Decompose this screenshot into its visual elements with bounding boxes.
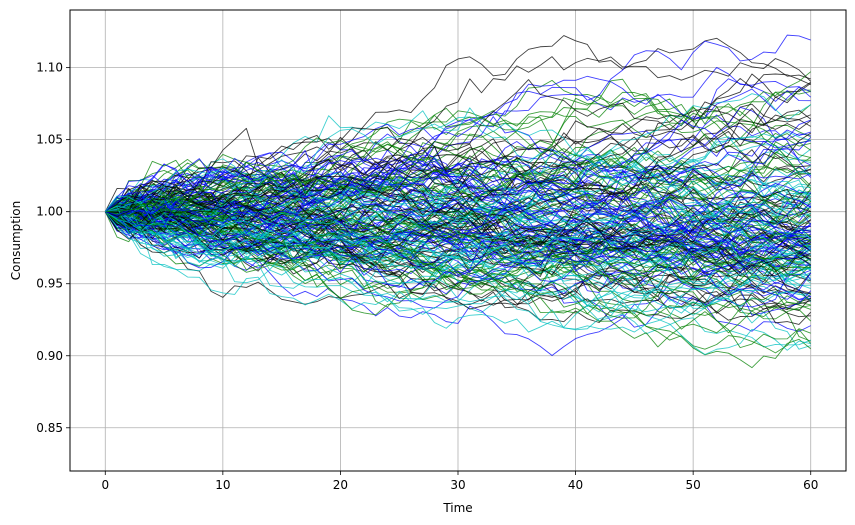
y-tick-label: 1.05 xyxy=(36,133,63,147)
y-axis-ticks: 0.85 0.90 0.95 1.00 1.05 1.10 xyxy=(36,61,70,435)
consumption-path xyxy=(105,189,811,263)
consumption-path xyxy=(104,193,811,296)
y-tick-label: 0.90 xyxy=(36,349,63,363)
consumption-path xyxy=(105,210,811,316)
consumption-path xyxy=(104,107,811,212)
consumption-path xyxy=(104,211,811,316)
consumption-path xyxy=(104,211,811,313)
consumption-path xyxy=(105,97,811,213)
consumption-path xyxy=(105,163,812,226)
consumption-path xyxy=(105,132,811,217)
consumption-path xyxy=(104,211,811,333)
x-axis-label: Time xyxy=(442,501,472,515)
x-axis-ticks: 0 10 20 30 40 50 60 xyxy=(101,471,818,492)
consumption-path xyxy=(105,181,812,256)
consumption-path xyxy=(105,119,811,213)
consumption-path xyxy=(105,207,812,268)
consumption-path xyxy=(105,163,811,253)
consumption-path xyxy=(105,185,811,260)
consumption-path xyxy=(105,179,812,269)
consumption-path xyxy=(105,81,811,240)
consumption-path xyxy=(105,199,811,309)
consumption-path xyxy=(105,107,811,232)
consumption-path xyxy=(105,190,812,256)
y-tick-label: 0.85 xyxy=(36,421,63,435)
consumption-path xyxy=(105,110,812,224)
consumption-path xyxy=(105,194,811,319)
consumption-path xyxy=(105,175,811,308)
consumption-path xyxy=(105,200,811,314)
consumption-path xyxy=(104,211,811,280)
consumption-path xyxy=(105,56,812,216)
consumption-path xyxy=(105,210,811,303)
consumption-path xyxy=(105,202,811,282)
consumption-path xyxy=(105,183,811,250)
x-tick-label: 40 xyxy=(568,478,583,492)
consumption-path xyxy=(104,177,811,275)
consumption-path xyxy=(104,66,811,235)
consumption-path xyxy=(105,198,811,277)
consumption-path xyxy=(105,107,812,226)
consumption-path xyxy=(105,202,811,349)
x-tick-label: 0 xyxy=(101,478,109,492)
consumption-path xyxy=(105,196,812,258)
consumption-path xyxy=(105,203,811,288)
x-tick-label: 30 xyxy=(450,478,465,492)
consumption-path xyxy=(104,198,812,322)
consumption-path xyxy=(105,211,812,354)
series-paths xyxy=(104,34,812,369)
consumption-path xyxy=(104,192,811,290)
consumption-path xyxy=(105,73,811,214)
x-tick-label: 60 xyxy=(803,478,818,492)
consumption-path xyxy=(105,158,811,254)
consumption-path xyxy=(104,189,812,265)
x-tick-label: 20 xyxy=(333,478,348,492)
consumption-path xyxy=(105,111,811,223)
y-axis-label: Consumption xyxy=(9,201,23,280)
consumption-path xyxy=(105,206,812,331)
consumption-path xyxy=(105,211,811,355)
consumption-path xyxy=(105,198,811,334)
x-tick-label: 10 xyxy=(215,478,230,492)
consumption-path xyxy=(105,178,811,251)
consumption-path xyxy=(105,79,811,215)
consumption-path xyxy=(105,78,812,236)
consumption-path xyxy=(105,196,812,348)
consumption-path xyxy=(105,186,811,231)
y-tick-label: 1.10 xyxy=(36,61,63,75)
y-tick-label: 1.00 xyxy=(36,205,63,219)
x-tick-label: 50 xyxy=(686,478,701,492)
y-tick-label: 0.95 xyxy=(36,277,63,291)
consumption-path xyxy=(105,97,811,213)
consumption-path xyxy=(105,136,811,219)
consumption-path xyxy=(105,190,812,300)
consumption-path xyxy=(105,154,812,215)
